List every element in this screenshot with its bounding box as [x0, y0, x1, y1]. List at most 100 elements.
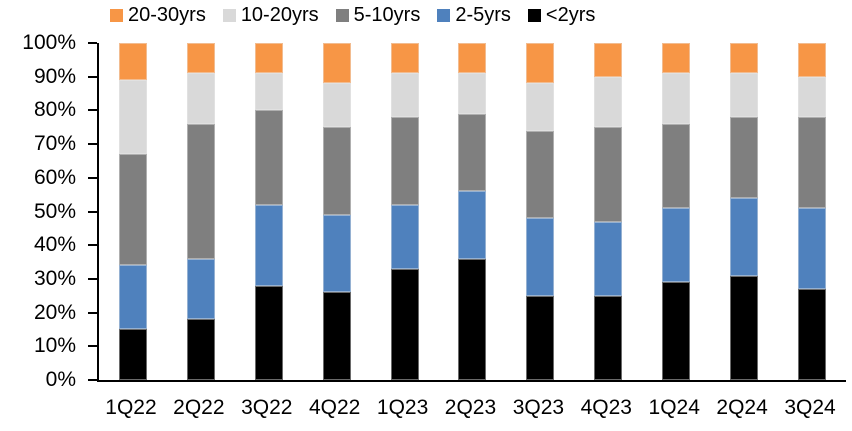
- bar-column-1q22: [99, 43, 167, 380]
- y-tick-mark: [88, 345, 97, 348]
- bar-segment-20-30yrs: [186, 43, 215, 74]
- legend-label: <2yrs: [545, 4, 596, 26]
- x-tick-label: 4Q23: [580, 396, 632, 419]
- legend-label: 5-10yrs: [353, 4, 421, 26]
- bar-segment-2-5yrs: [526, 218, 555, 296]
- bar-segment-2-5yrs: [186, 258, 215, 320]
- legend-item: 2-5yrs: [437, 4, 511, 27]
- bar-column-4q23: [574, 43, 642, 380]
- bar-segment-5-10yrs: [730, 117, 759, 199]
- stacked-bar: [322, 43, 351, 380]
- y-tick-mark: [88, 176, 97, 179]
- bar-segment-5-10yrs: [526, 130, 555, 219]
- y-tick-label: 30%: [33, 266, 76, 290]
- bar-segment-20-30yrs: [798, 43, 827, 77]
- bar-segment-lt2yrs: [526, 295, 555, 380]
- bar-segment-lt2yrs: [662, 282, 691, 380]
- y-tick-label: 10%: [33, 334, 76, 358]
- bar-segment-5-10yrs: [254, 110, 283, 205]
- y-tick-mark: [88, 75, 97, 78]
- bar-segment-lt2yrs: [390, 268, 419, 380]
- legend-swatch-icon: [437, 9, 451, 22]
- stacked-bar: [458, 43, 487, 380]
- bar-segment-lt2yrs: [186, 319, 215, 380]
- bar-segment-2-5yrs: [118, 265, 147, 330]
- legend-label: 2-5yrs: [455, 4, 511, 26]
- bar-segment-20-30yrs: [390, 43, 419, 74]
- bar-column-3q23: [506, 43, 574, 380]
- bar-segment-5-10yrs: [798, 117, 827, 209]
- bar-segment-20-30yrs: [526, 43, 555, 84]
- y-axis-labels: 0% 10% 20% 30% 40% 50% 60% 70% 80% 90% 100%: [0, 0, 76, 431]
- x-tick-label: 3Q22: [241, 396, 293, 419]
- legend-label: 20-30yrs: [128, 4, 206, 26]
- bar-segment-20-30yrs: [730, 43, 759, 74]
- bar-segment-10-20yrs: [390, 73, 419, 118]
- y-tick-label: 80%: [33, 98, 76, 122]
- stacked-bar: [526, 43, 555, 380]
- stacked-bar: [390, 43, 419, 380]
- x-tick-label: 3Q23: [512, 396, 565, 419]
- bar-segment-5-10yrs: [458, 113, 487, 192]
- bar-segment-20-30yrs: [118, 43, 147, 81]
- bar-column-3q24: [778, 43, 846, 380]
- y-tick-label: 70%: [33, 132, 76, 156]
- bar-segment-5-10yrs: [662, 123, 691, 209]
- x-tick-label: 1Q24: [648, 396, 700, 419]
- x-tick-label: 2Q23: [444, 396, 497, 419]
- bar-segment-10-20yrs: [322, 83, 351, 128]
- y-tick-mark: [88, 379, 97, 381]
- bar-segment-lt2yrs: [254, 285, 283, 380]
- bar-segment-20-30yrs: [594, 43, 623, 77]
- stacked-bar: [662, 43, 691, 380]
- bar-column-4q22: [303, 43, 371, 380]
- bar-segment-10-20yrs: [458, 73, 487, 114]
- legend-swatch-icon: [527, 9, 541, 22]
- bar-column-3q22: [235, 43, 303, 380]
- x-tick-label: 1Q23: [376, 396, 429, 419]
- y-tick-mark: [88, 210, 97, 213]
- bar-segment-2-5yrs: [594, 221, 623, 296]
- x-axis-labels: 1Q22 2Q22 3Q22 4Q22 1Q23 2Q23 3Q23 4Q23 1Q24 2Q24…: [97, 396, 844, 420]
- bar-column-1q23: [371, 43, 439, 380]
- x-tick-label: 4Q22: [308, 396, 361, 419]
- bar-segment-20-30yrs: [322, 43, 351, 84]
- bar-segment-10-20yrs: [594, 76, 623, 128]
- y-tick-label: 50%: [33, 199, 76, 223]
- bar-segment-10-20yrs: [662, 73, 691, 124]
- bar-segment-10-20yrs: [526, 83, 555, 131]
- bar-segment-lt2yrs: [594, 295, 623, 380]
- y-tick-label: 20%: [33, 300, 76, 324]
- bar-segment-10-20yrs: [730, 73, 759, 118]
- stacked-bar: [730, 43, 759, 380]
- bar-segment-2-5yrs: [322, 214, 351, 293]
- bar-segment-lt2yrs: [322, 292, 351, 380]
- bar-segment-10-20yrs: [118, 80, 147, 155]
- y-tick-mark: [88, 244, 97, 247]
- bar-column-2q22: [167, 43, 235, 380]
- bar-segment-10-20yrs: [186, 73, 215, 124]
- y-tick-mark: [88, 143, 97, 146]
- stacked-bar: [594, 43, 623, 380]
- bar-segment-20-30yrs: [458, 43, 487, 74]
- stacked-bar: [798, 43, 827, 380]
- chart-legend: 20-30yrs 10-20yrs 5-10yrs 2-5yrs <2yrs: [110, 4, 595, 27]
- legend-item: 20-30yrs: [110, 4, 206, 27]
- bar-segment-2-5yrs: [798, 208, 827, 290]
- legend-item: 10-20yrs: [222, 4, 319, 27]
- bar-segment-10-20yrs: [254, 73, 283, 111]
- bar-segment-5-10yrs: [118, 154, 147, 266]
- y-tick-mark: [88, 311, 97, 314]
- legend-swatch-icon: [110, 9, 123, 22]
- bar-segment-5-10yrs: [594, 127, 623, 222]
- legend-swatch-icon: [222, 9, 236, 22]
- bar-segment-lt2yrs: [730, 275, 759, 380]
- legend-label: 10-20yrs: [240, 4, 319, 26]
- bar-segment-5-10yrs: [390, 117, 419, 205]
- stacked-bar: [254, 43, 283, 380]
- y-tick-label: 40%: [33, 233, 76, 257]
- bar-segment-2-5yrs: [254, 204, 283, 286]
- bar-segment-10-20yrs: [798, 76, 827, 118]
- y-tick-label: 100%: [22, 31, 76, 54]
- bar-column-1q24: [642, 43, 710, 380]
